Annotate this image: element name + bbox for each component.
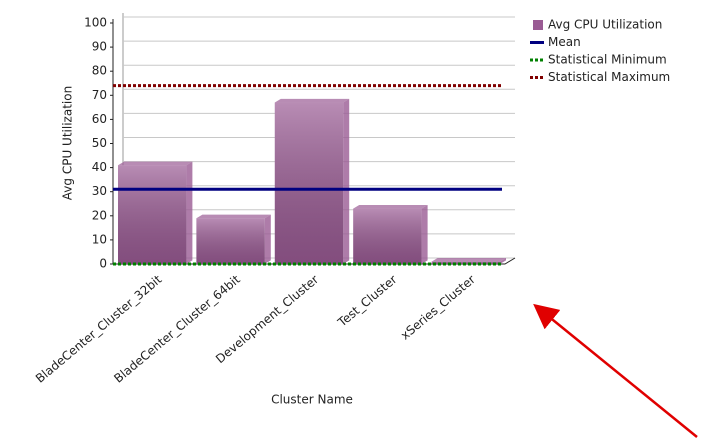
legend-label: Mean (548, 35, 581, 49)
y-tick-label: 20 (92, 208, 107, 222)
legend-label: Avg CPU Utilization (548, 18, 662, 32)
legend-label: Statistical Maximum (548, 70, 670, 84)
bar-shade (196, 218, 265, 264)
x-tick-label: BladeCenter_Cluster_32bit (33, 272, 165, 386)
annotation-arrow (533, 303, 698, 438)
y-tick-label: 0 (99, 257, 107, 271)
y-tick-label: 30 (92, 184, 107, 198)
y-tick-label: 100 (84, 16, 107, 30)
legend-swatch (533, 20, 543, 30)
x-tick-label: BladeCenter_Cluster_64bit (111, 272, 243, 386)
bar-shade (353, 208, 422, 264)
y-tick-label: 40 (92, 160, 107, 174)
x-tick-label: Test_Cluster (334, 272, 399, 330)
bar-side (264, 214, 271, 264)
y-tick-label: 80 (92, 64, 107, 78)
y-tick-label: 70 (92, 88, 107, 102)
bar-side (186, 161, 193, 264)
y-tick-label: 60 (92, 112, 107, 126)
y-axis-label: Avg CPU Utilization (61, 86, 75, 200)
bar-side (343, 98, 350, 265)
bar-top (353, 204, 428, 209)
bar-shade (118, 165, 187, 264)
x-tick-label: xSeries_Cluster (398, 272, 478, 342)
bar-top (431, 257, 506, 262)
legend-label: Statistical Minimum (548, 53, 667, 67)
bar-side (421, 204, 428, 264)
bar-shade (274, 102, 344, 264)
y-tick-label: 90 (92, 40, 107, 54)
bar-top (274, 98, 350, 103)
bar-top (196, 214, 271, 219)
bar-top (118, 161, 193, 166)
y-tick-label: 50 (92, 136, 107, 150)
bar-side (500, 257, 506, 264)
x-axis-label: Cluster Name (271, 393, 353, 407)
y-tick-label: 10 (92, 232, 107, 246)
